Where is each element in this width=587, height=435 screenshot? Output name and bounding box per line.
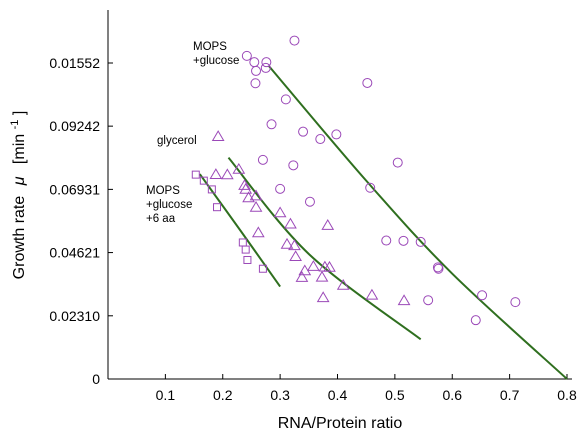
x-tick-label: 0.3 (270, 387, 290, 403)
triangle-marker (289, 250, 302, 262)
circle-marker (510, 297, 521, 308)
circle-marker (241, 50, 252, 61)
triangle-marker (251, 226, 265, 238)
circle-marker (257, 154, 268, 165)
triangle-marker (239, 182, 253, 194)
circle-marker (362, 77, 373, 88)
fit-curve-1 (227, 157, 422, 341)
data-markers (191, 35, 521, 326)
series-label: MOPS (146, 185, 180, 197)
series-label: glycerol (157, 135, 197, 147)
circle-marker (289, 35, 300, 46)
circle-marker (315, 134, 326, 145)
circle-marker (470, 315, 481, 326)
circle-marker (381, 235, 392, 246)
triangle-marker (336, 278, 350, 290)
triangle-marker (307, 260, 320, 271)
square-marker (213, 203, 222, 212)
x-tick-label: 0.2 (213, 387, 233, 403)
triangle-marker (323, 260, 336, 272)
fit-curve-2 (198, 173, 281, 288)
triangle-marker (249, 189, 263, 201)
x-tick-label: 0.7 (500, 387, 520, 403)
x-axis-title: RNA/Protein ratio (278, 415, 403, 432)
square-marker (243, 255, 252, 264)
circle-marker (304, 196, 315, 207)
circle-marker (275, 183, 286, 194)
circle-marker (261, 57, 272, 68)
square-marker (207, 185, 216, 194)
circle-marker (280, 94, 291, 105)
y-tick-label: 0.09242 (49, 118, 100, 134)
triangle-marker (273, 206, 287, 218)
series-label: +6 aa (146, 213, 176, 225)
circle-marker (423, 295, 434, 306)
y-axis-title-symbol: μ (11, 176, 28, 186)
triangle-marker (316, 291, 330, 303)
circle-marker (331, 129, 342, 140)
y-tick-label: 0 (92, 371, 100, 387)
triangle-marker (280, 237, 294, 249)
circle-marker (298, 126, 309, 137)
triangle-marker (209, 168, 223, 179)
circle-marker (249, 57, 260, 68)
x-tick-label: 0.5 (385, 387, 405, 403)
circle-marker (365, 182, 376, 193)
series-labels: MOPS +glucose glycerol MOPS +glucose +6 aa (146, 41, 239, 225)
triangle-marker (397, 294, 411, 306)
square-marker (191, 170, 200, 179)
square-marker (241, 245, 250, 254)
circle-marker (398, 235, 409, 246)
ticks: 0.1 0.2 0.3 0.4 0.5 0.6 0.7 0.8 0 0.02310 0.04621 0… (49, 55, 577, 403)
y-tick-label: 0.06931 (49, 181, 100, 197)
triangle-marker (242, 191, 255, 203)
circle-marker (477, 290, 488, 301)
y-axis-title-exponent: -1 (9, 120, 21, 130)
triangle-marker (284, 217, 297, 229)
x-tick-label: 0.8 (557, 387, 577, 403)
y-axis-title-close: ] (11, 111, 28, 115)
y-axis-title-main: Growth rate (11, 196, 28, 280)
square-marker (199, 176, 208, 185)
fit-curves (198, 65, 568, 380)
y-axis-title-unit: [min (11, 134, 28, 164)
square-marker (258, 264, 267, 273)
circle-marker (288, 160, 299, 171)
triangle-marker (315, 270, 329, 282)
y-axis-title: Growth rate μ [min -1 ] (5, 111, 28, 280)
x-tick-label: 0.1 (156, 387, 176, 403)
series-label: MOPS (193, 41, 227, 53)
triangle-marker (321, 219, 335, 230)
square-marker (238, 238, 247, 247)
circle-marker (251, 65, 262, 76)
axes (107, 10, 572, 380)
circle-marker (266, 119, 277, 130)
triangle-marker (288, 239, 301, 251)
triangle-marker (365, 288, 379, 300)
triangle-marker (232, 162, 246, 174)
y-tick-label: 0.01552 (49, 55, 100, 71)
svg-text:Growth rate μ [min: Growth rate μ [min -1 ] (5, 111, 28, 280)
x-tick-label: 0.4 (328, 387, 348, 403)
circle-marker (415, 236, 426, 247)
circle-marker (433, 263, 444, 274)
triangle-marker (295, 271, 309, 282)
circle-marker (392, 157, 403, 168)
series-label: +glucose (193, 55, 239, 67)
circle-marker (260, 62, 271, 73)
fit-curve-0 (267, 65, 568, 380)
triangle-marker (249, 200, 263, 212)
triangle-marker (220, 168, 234, 180)
triangle-marker (211, 130, 225, 141)
y-tick-label: 0.04621 (49, 245, 100, 261)
series-label: +glucose (146, 199, 192, 211)
x-tick-label: 0.6 (443, 387, 463, 403)
triangle-marker (238, 179, 251, 190)
y-tick-label: 0.02310 (49, 308, 100, 324)
circle-marker (250, 78, 261, 89)
